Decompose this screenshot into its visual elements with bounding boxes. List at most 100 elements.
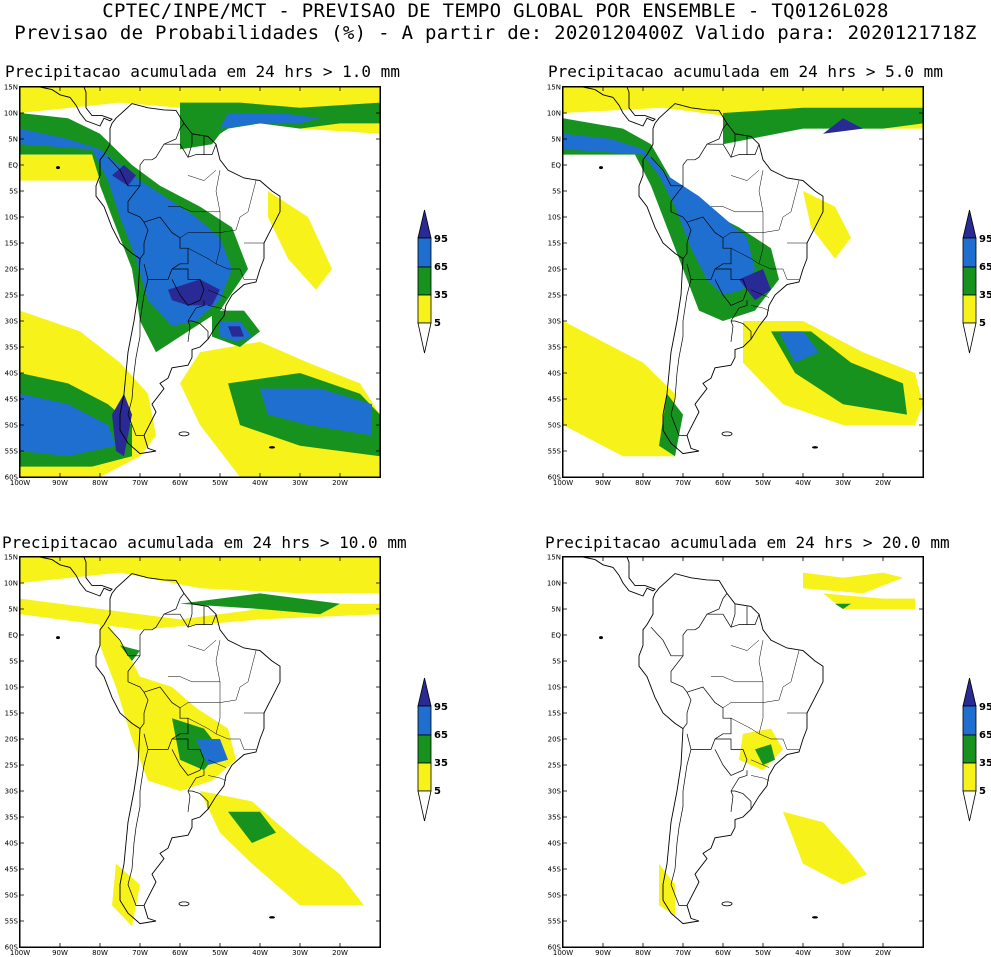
legend-swatch-35-65 <box>417 734 432 764</box>
lat-label: 50S <box>5 892 19 900</box>
lat-label: 40S <box>548 840 562 848</box>
legend-swatch-95-plus <box>962 677 977 707</box>
lat-label: 50S <box>548 892 562 900</box>
lon-label: 80W <box>92 479 108 487</box>
falkland-islands <box>721 901 733 907</box>
lat-label: 5S <box>552 188 561 196</box>
legend-colorbar-1: 95 65 35 5 <box>415 208 485 358</box>
falkland-islands <box>178 901 190 907</box>
lon-label: 100W <box>553 479 573 487</box>
lat-label: 50S <box>548 422 562 430</box>
legend-swatch-65-95 <box>962 237 977 268</box>
prob-area-p95 <box>228 326 244 337</box>
lat-label: 20S <box>5 266 19 274</box>
state-border <box>239 268 256 280</box>
coastline-south-america <box>638 573 824 925</box>
state-border <box>758 640 764 703</box>
lat-label: EQ <box>8 632 18 640</box>
legend-swatch-65-95 <box>962 705 977 736</box>
legend-label-65: 65 <box>979 262 991 273</box>
legend-label-65: 65 <box>979 730 991 741</box>
legend-swatch-65-95 <box>417 705 432 736</box>
country-border <box>686 216 732 280</box>
state-border <box>722 229 780 239</box>
lat-label: 55S <box>5 448 19 456</box>
lat-label: 10N <box>4 580 18 588</box>
lat-label: 60S <box>5 474 19 482</box>
lat-label: 55S <box>548 448 562 456</box>
legend-swatch-95-plus <box>417 209 432 239</box>
country-border <box>188 320 209 340</box>
coastline-central-america <box>563 86 656 127</box>
state-border <box>179 676 220 683</box>
legend-swatch-35-65 <box>962 266 977 296</box>
lat-label: 5S <box>9 188 18 196</box>
lon-label: 50W <box>755 479 771 487</box>
state-border <box>730 170 760 181</box>
state-border <box>187 640 217 651</box>
lon-label: 70W <box>675 479 691 487</box>
state-border <box>750 305 770 311</box>
prob-area-p5 <box>803 191 851 259</box>
lat-label: 5N <box>551 606 561 614</box>
map-panel-1: 15N 10N 5N EQ 5S 10S 15S 20S 25S 30S 35S 40S 45S 50S 5… <box>4 84 381 487</box>
lon-label: 20W <box>875 479 891 487</box>
lon-label: 30W <box>292 479 308 487</box>
legend-swatch-5-35 <box>962 762 977 792</box>
legend-label-5: 5 <box>979 786 986 797</box>
prob-area-p5 <box>823 593 915 609</box>
lat-label: EQ <box>8 162 18 170</box>
lat-label: 35S <box>5 814 19 822</box>
prob-area-p5 <box>783 811 867 885</box>
country-border <box>730 770 748 812</box>
lon-label: 80W <box>635 479 651 487</box>
country-border <box>686 686 732 750</box>
country-border <box>151 123 185 161</box>
lat-label: 15N <box>4 554 18 562</box>
map-frame <box>19 556 381 948</box>
lat-label: 45S <box>548 396 562 404</box>
legend-label-5: 5 <box>979 318 986 329</box>
state-border <box>778 650 800 701</box>
lon-label: 90W <box>595 949 611 957</box>
lat-label: 20S <box>548 736 562 744</box>
panel-title-3: Precipitacao acumulada em 24 hrs > 10.0 … <box>2 533 407 552</box>
prob-area-p35 <box>755 744 775 765</box>
country-border <box>143 686 189 750</box>
prob-area-p95 <box>112 393 132 457</box>
country-border <box>187 133 193 158</box>
legend-label-35: 35 <box>979 290 991 301</box>
lon-label: 100W <box>10 479 30 487</box>
prob-area-p95 <box>823 118 863 134</box>
lat-label: 35S <box>548 814 562 822</box>
state-border <box>750 759 770 768</box>
lon-label: 50W <box>755 949 771 957</box>
legend-label-5: 5 <box>434 786 441 797</box>
coastline-south-america <box>95 573 281 925</box>
country-border <box>143 216 189 280</box>
prob-area-p65 <box>260 388 372 436</box>
lon-label: 30W <box>292 949 308 957</box>
country-border <box>650 626 695 657</box>
legend-swatch-65-95 <box>417 237 432 268</box>
lat-label: 30S <box>548 788 562 796</box>
prob-area-p95 <box>112 165 136 186</box>
country-border <box>714 268 748 306</box>
legend-swatch-95-plus <box>417 677 432 707</box>
lat-label: 20S <box>548 266 562 274</box>
legend-colorbar-4: 95 65 35 5 <box>960 676 991 826</box>
lon-label: 30W <box>835 479 851 487</box>
prob-area-p5 <box>200 791 364 906</box>
lon-label: 90W <box>52 949 68 957</box>
lat-label: 40S <box>548 370 562 378</box>
lat-label: 30S <box>5 788 19 796</box>
legend-colorbar-3: 95 65 35 5 <box>415 676 485 826</box>
lon-label: 40W <box>252 949 268 957</box>
coastline-south-america <box>95 103 281 455</box>
lon-label: 40W <box>795 949 811 957</box>
lat-label: 50S <box>5 422 19 430</box>
lat-label: 10N <box>547 580 561 588</box>
state-border <box>215 170 221 233</box>
lat-label: 45S <box>5 396 19 404</box>
lat-label: 10S <box>5 214 19 222</box>
